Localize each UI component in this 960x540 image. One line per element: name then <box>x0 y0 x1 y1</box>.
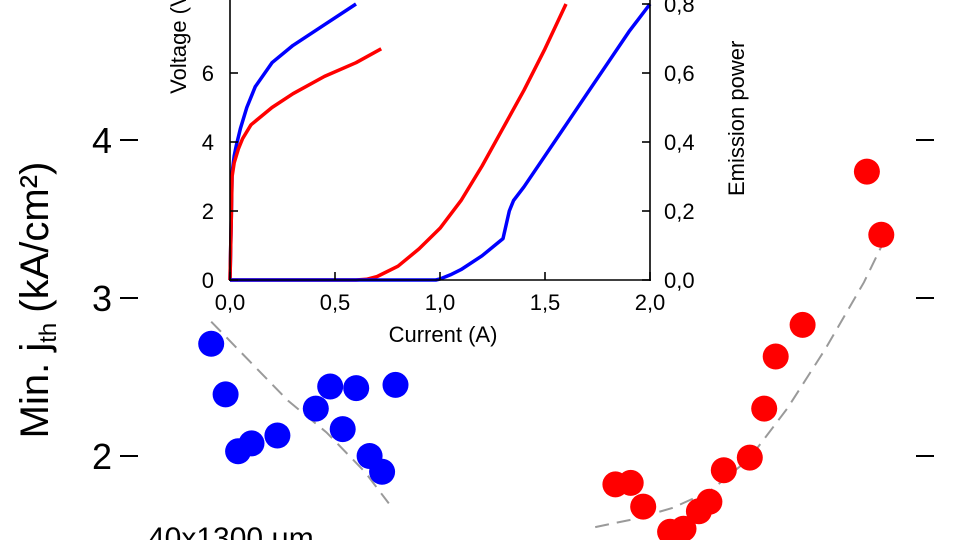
main-chart: Min. jth (kA/cm²) 2 3 4 40x1300 μm <box>13 120 934 540</box>
main-ylabel-text: Min. j <box>13 343 57 439</box>
inset-background <box>230 0 650 280</box>
main-data-point <box>710 457 737 484</box>
main-data-point <box>382 371 409 398</box>
inset-ytick-right-label: 0,4 <box>664 130 695 155</box>
inset-ytick-left-label: 6 <box>202 61 214 86</box>
main-data-point <box>302 395 329 422</box>
inset-ytick-right-label: 0,2 <box>664 199 695 224</box>
inset-ylabel-left: Voltage (V) <box>166 0 191 94</box>
main-data-point <box>630 493 657 520</box>
main-trend-lines <box>210 242 885 529</box>
main-points <box>198 158 895 540</box>
inset-curve <box>230 2 652 282</box>
inset-lines <box>228 2 652 282</box>
main-ytick-label: 2 <box>92 436 112 477</box>
main-data-point <box>617 469 644 496</box>
inset-ytick-right-label: 0,6 <box>664 61 695 86</box>
main-ylabel: Min. jth (kA/cm²) <box>13 162 62 439</box>
main-data-point <box>238 430 265 457</box>
inset-ytick-right-label: 0,8 <box>664 0 695 17</box>
inset-ytick-left-label: 2 <box>202 199 214 224</box>
main-y-ticks: 2 3 4 <box>92 120 934 477</box>
main-data-point <box>212 381 239 408</box>
main-data-point <box>317 373 344 400</box>
main-data-point <box>343 375 370 402</box>
sample-annotation: 40x1300 μm <box>148 522 314 540</box>
main-data-point <box>751 395 778 422</box>
inset-chart: 0,0 0,5 1,0 1,5 2,0 0 2 4 6 0,0 0,2 0,4 0,6 0,8 Curre… <box>166 0 749 347</box>
main-ylabel-unit: (kA/cm²) <box>13 162 57 313</box>
inset-ylabel-right: Emission power <box>724 41 749 196</box>
main-data-point <box>696 488 723 515</box>
main-data-point <box>789 311 816 338</box>
main-data-point <box>369 458 396 485</box>
inset-ytick-left-label: 4 <box>202 130 214 155</box>
main-trend-line <box>210 321 390 505</box>
inset-ticks: 0,0 0,5 1,0 1,5 2,0 0 2 4 6 0,0 0,2 0,4 0,6 0,8 <box>202 0 695 315</box>
inset-xtick-label: 2,0 <box>635 290 666 315</box>
main-data-point <box>198 330 225 357</box>
main-data-point <box>762 343 789 370</box>
inset-xtick-label: 0,0 <box>215 290 246 315</box>
inset-xtick-label: 1,0 <box>425 290 456 315</box>
inset-xlabel: Current (A) <box>389 322 498 347</box>
main-data-point <box>868 221 895 248</box>
main-data-point <box>736 444 763 471</box>
inset-curve <box>228 47 383 281</box>
main-ylabel-sub: th <box>35 323 62 343</box>
main-ytick-label: 3 <box>92 278 112 319</box>
main-ytick-label: 4 <box>92 120 112 161</box>
main-data-point <box>670 515 697 540</box>
main-data-point <box>329 416 356 443</box>
inset-ytick-right-label: 0,0 <box>664 268 695 293</box>
inset-xtick-label: 0,5 <box>320 290 351 315</box>
main-data-point <box>853 158 880 185</box>
inset-ytick-left-label: 0 <box>202 268 214 293</box>
main-data-point <box>264 422 291 449</box>
inset-xtick-label: 1,5 <box>530 290 561 315</box>
